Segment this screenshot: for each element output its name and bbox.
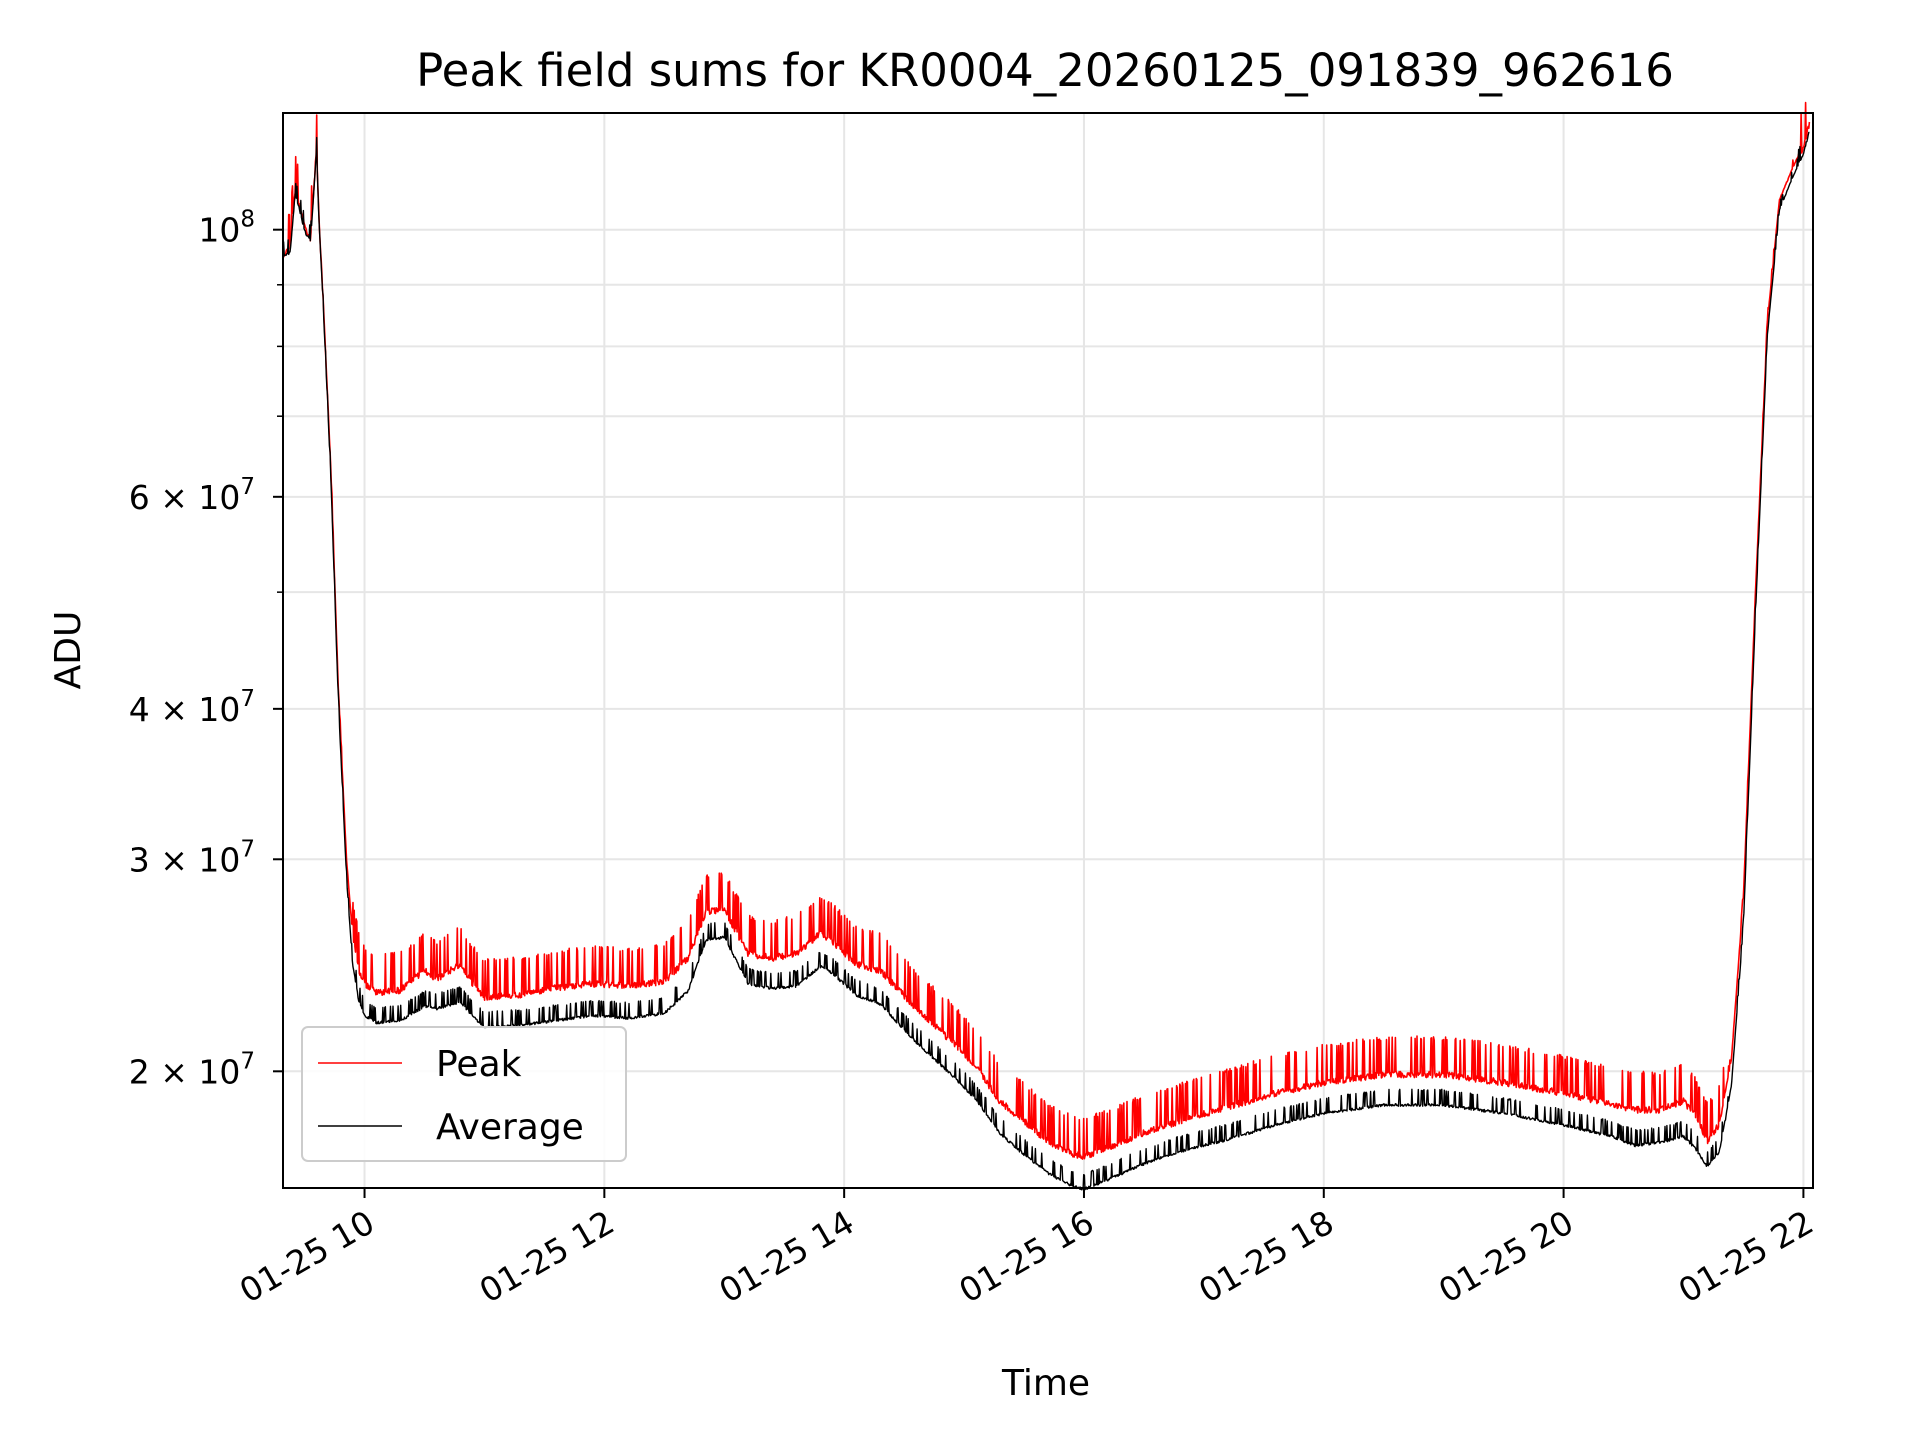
series-average-line: [282, 131, 1810, 1191]
y-tick-label: 4 × 107: [129, 686, 255, 729]
legend: Peak Average: [301, 1026, 627, 1162]
y-tick-label: 3 × 107: [129, 836, 255, 879]
series-peak-line: [282, 101, 1811, 1160]
chart-title: Peak field sums for KR0004_20260125_0918…: [416, 44, 1674, 97]
y-tick-label: 6 × 107: [129, 474, 255, 517]
y-tick-label: 108: [198, 207, 255, 250]
series-layer: [282, 101, 1811, 1191]
legend-average-label: Average: [436, 1107, 584, 1148]
y-axis-ticks: 2 × 107 3 × 107 4 × 107 6 × 107 108: [129, 207, 283, 1091]
legend-box: [301, 1026, 627, 1162]
x-axis-label: Time: [1001, 1363, 1090, 1404]
y-tick-label: 2 × 107: [129, 1048, 255, 1091]
grid-lines: [283, 113, 1813, 1188]
legend-peak-label: Peak: [436, 1044, 522, 1085]
axes-frame: [282, 112, 1814, 1189]
y-axis-label: ADU: [48, 611, 89, 690]
